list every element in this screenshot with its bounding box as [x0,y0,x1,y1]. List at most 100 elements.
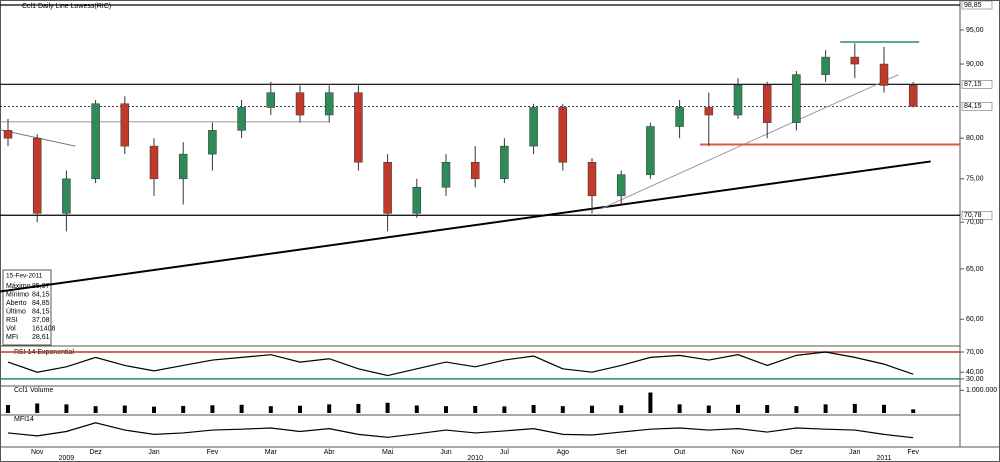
volume-bar [911,409,916,413]
level-label-box [961,211,993,220]
volume-bar [590,405,594,413]
info-label: Aberto [6,300,27,307]
candle-body [850,56,860,65]
info-date: 15-Fev-2011 [6,273,43,280]
candle-body [354,92,363,163]
volume-bar [882,404,886,413]
info-value: 84,15 [32,308,50,315]
x-tick-label: Jan [148,449,159,456]
volume-bar [64,404,69,413]
candle-body [441,162,451,188]
x-tick-label: Mai [382,449,394,456]
y-tick-label: 90,00 [966,61,984,68]
volume-bar [444,406,448,413]
level-label: 70,78 [964,212,982,219]
info-value: 84,85 [32,300,50,307]
volume-bar [531,405,536,413]
x-tick-label: Jan [849,449,860,456]
level-label-box [961,0,993,10]
mfi-title: MFI14 [14,416,34,423]
x-tick-label: Ago [557,449,570,456]
volume-bar [852,403,857,413]
x-tick-label: Dez [89,449,102,456]
candle-body [266,92,276,108]
volume-bar [502,406,507,413]
level-label: 87,15 [964,81,982,88]
volume-bar [385,402,390,413]
y-tick-label: 70,00 [966,219,984,226]
candle-body [879,63,889,86]
info-value: 161408 [32,325,55,332]
y-tick-label: 40,00 [966,369,984,376]
level-label: 84,15 [964,103,982,110]
volume-bar [619,405,624,413]
info-value: 28,61 [32,334,50,341]
info-label: Mínimo [6,291,29,298]
mfi-line [7,422,914,439]
info-label: Vol [6,325,16,332]
x-tick-label: Set [616,449,627,456]
level-label-box [961,102,993,111]
x-tick-label: Nov [732,449,745,456]
candle-body [295,92,305,116]
x-tick-label: Out [674,449,685,456]
volume-bar [765,405,770,413]
candle-body [470,162,480,180]
y-tick-label: 60,00 [966,316,984,323]
y-tick-label: 65,00 [966,266,984,273]
candle-body [821,56,830,75]
volume-bar [327,404,332,413]
candle-body [91,103,100,180]
volume-bar [823,404,828,413]
info-value: 84,15 [32,291,50,298]
candle-body [792,74,801,123]
volume-bar [152,406,156,413]
y-tick-label: 70,00 [966,349,984,356]
x-tick-label: Nov [31,449,44,456]
chart-title: Ccl1 Daily Line Lowess(RIC) [22,3,111,10]
volume-bar [794,406,799,413]
y-tick-label: 95,00 [966,27,984,34]
info-frame [2,269,52,346]
volume-bar [181,405,186,413]
info-label: Máximo [6,283,31,290]
volume-bar [239,404,244,413]
candle-body [120,103,130,147]
volume-bar [414,405,419,413]
trend-line [0,160,931,293]
candle-body [412,187,422,214]
candle-body [762,85,772,123]
volume-bar [6,405,10,413]
candle-body [529,107,538,147]
volume-bar [210,405,215,413]
candle-body [558,107,568,163]
volume-bar [35,403,40,413]
volume-bar [473,405,478,413]
info-label: MFI [6,334,18,341]
y-tick-label: 75,00 [966,176,984,183]
volume-bar [122,405,127,413]
info-value: 37,08 [32,317,50,324]
rsi-line [7,351,914,377]
volume-bar [706,405,711,413]
x-tick-label: Jul [500,449,509,456]
volume-bar [356,403,361,413]
info-box: 15-Fev-2011 [2,269,52,346]
candle-body [237,107,246,131]
volume-bar [298,405,302,413]
x-tick-label: Jun [440,449,451,456]
volume-bar [677,404,682,413]
y-tick-label: 30,00 [966,376,984,383]
candle-body [646,126,655,175]
volume-bar [736,404,740,413]
candle-body [500,145,509,180]
x-tick-label: Dez [790,449,803,456]
volume-bar [648,392,653,413]
candle-body [587,162,597,197]
candle-body [324,92,334,116]
volume-bar [268,406,273,413]
candle-body [62,178,71,214]
y-tick-label: 80,00 [966,135,984,142]
